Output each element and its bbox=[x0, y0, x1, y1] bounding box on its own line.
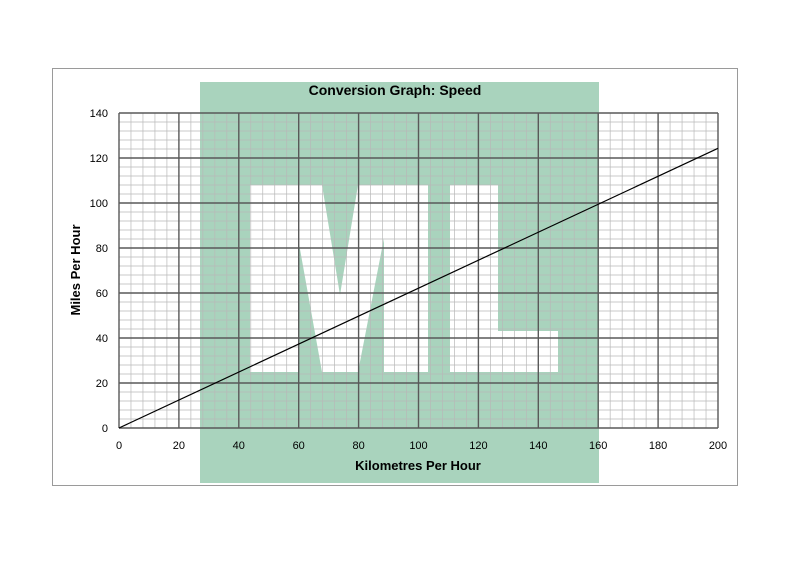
x-tick-label: 140 bbox=[529, 440, 547, 452]
y-tick-label: 0 bbox=[102, 423, 108, 435]
watermark-letters bbox=[250, 185, 558, 372]
series-layer bbox=[118, 147, 719, 429]
x-tick-label: 40 bbox=[233, 440, 245, 452]
x-tick-label: 100 bbox=[409, 440, 427, 452]
x-tick-label: 80 bbox=[352, 440, 364, 452]
major-gridlines bbox=[118, 112, 719, 429]
chart-title: Conversion Graph: Speed bbox=[309, 82, 482, 98]
y-tick-label: 60 bbox=[96, 288, 108, 300]
y-tick-label: 80 bbox=[96, 243, 108, 255]
x-tick-label: 200 bbox=[709, 440, 727, 452]
x-tick-labels: 0 20 40 60 80 100 120 140 160 180 200 bbox=[116, 440, 727, 452]
y-tick-label: 100 bbox=[90, 198, 108, 210]
series-line-0 bbox=[118, 147, 719, 429]
y-axis-label: Miles Per Hour bbox=[68, 224, 83, 315]
x-tick-label: 0 bbox=[116, 440, 122, 452]
y-tick-labels: 0 20 40 60 80 100 120 140 bbox=[90, 108, 108, 435]
y-tick-label: 40 bbox=[96, 333, 108, 345]
y-tick-label: 20 bbox=[96, 378, 108, 390]
x-axis-label: Kilometres Per Hour bbox=[355, 458, 481, 473]
watermark bbox=[200, 82, 599, 483]
x-tick-label: 160 bbox=[589, 440, 607, 452]
x-tick-label: 60 bbox=[293, 440, 305, 452]
x-tick-label: 180 bbox=[649, 440, 667, 452]
y-tick-label: 140 bbox=[90, 108, 108, 120]
x-tick-label: 20 bbox=[173, 440, 185, 452]
x-tick-label: 120 bbox=[469, 440, 487, 452]
y-tick-label: 120 bbox=[90, 153, 108, 165]
